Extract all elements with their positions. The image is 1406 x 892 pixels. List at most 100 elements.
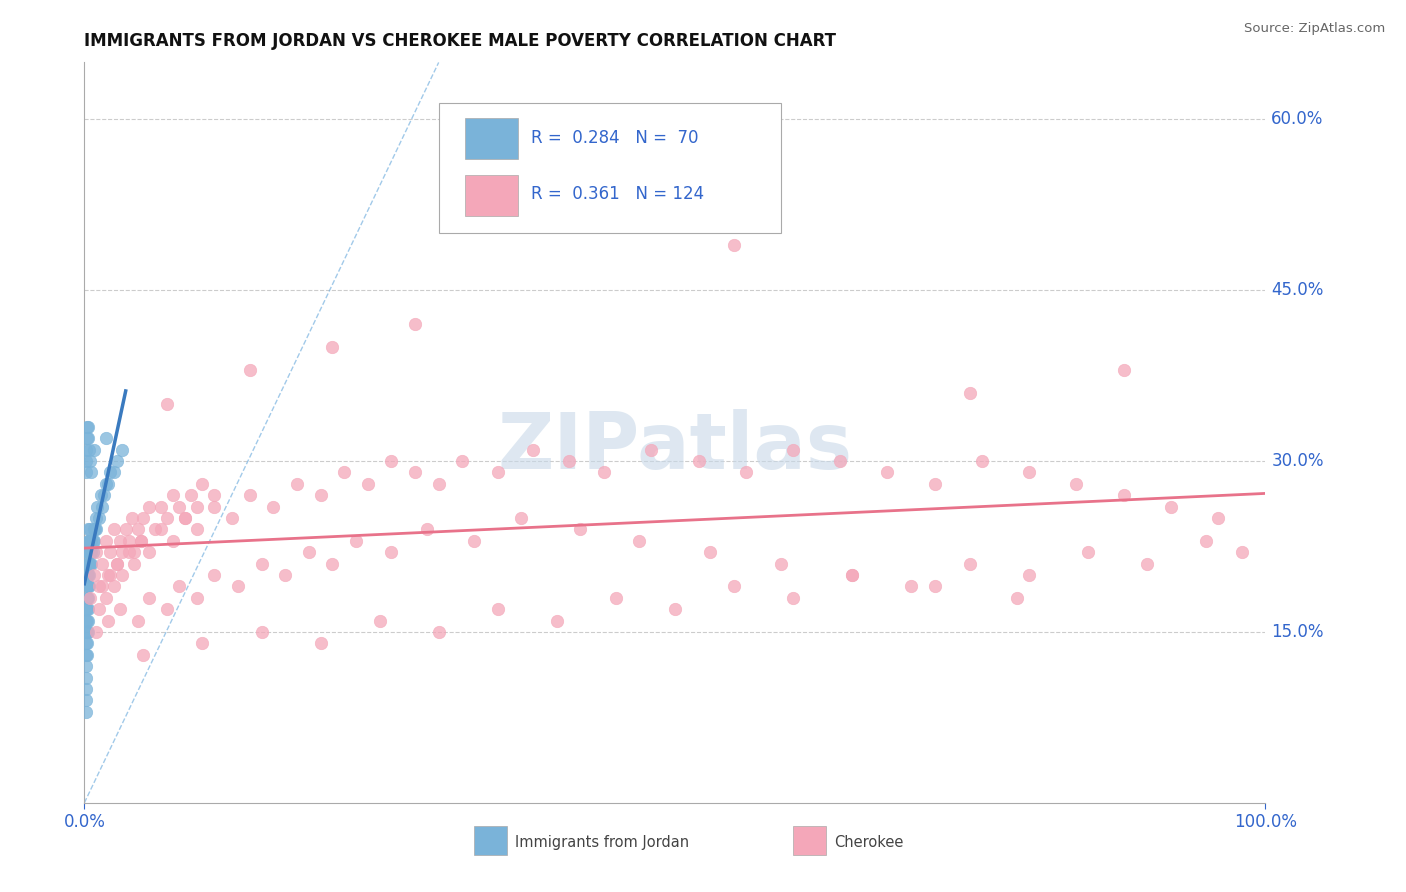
Point xyxy=(830,454,852,468)
Point xyxy=(162,533,184,548)
Point xyxy=(77,420,100,434)
Point xyxy=(770,557,793,571)
Point xyxy=(98,545,121,559)
Point xyxy=(75,466,97,480)
Point xyxy=(239,363,262,377)
Point xyxy=(782,442,804,457)
Point xyxy=(416,523,439,537)
Point xyxy=(76,568,98,582)
Point xyxy=(285,476,308,491)
Point xyxy=(180,488,202,502)
Point xyxy=(357,476,380,491)
Point xyxy=(84,545,107,559)
Point xyxy=(77,523,100,537)
Point xyxy=(959,557,981,571)
Point xyxy=(94,431,117,445)
Point xyxy=(108,602,131,616)
Point xyxy=(77,557,100,571)
Point xyxy=(79,533,101,548)
Point xyxy=(75,648,97,662)
Point xyxy=(138,545,160,559)
Point xyxy=(368,614,391,628)
Point xyxy=(156,511,179,525)
Point xyxy=(94,591,117,605)
Point xyxy=(79,454,101,468)
Point xyxy=(77,545,100,559)
Text: IMMIGRANTS FROM JORDAN VS CHEROKEE MALE POVERTY CORRELATION CHART: IMMIGRANTS FROM JORDAN VS CHEROKEE MALE … xyxy=(84,32,837,50)
Point xyxy=(688,454,710,468)
Point xyxy=(87,602,110,616)
Point xyxy=(91,579,114,593)
Point xyxy=(121,511,143,525)
Point xyxy=(876,466,898,480)
Point xyxy=(162,488,184,502)
Point xyxy=(723,237,745,252)
Point xyxy=(841,568,863,582)
Point xyxy=(76,648,98,662)
Text: Source: ZipAtlas.com: Source: ZipAtlas.com xyxy=(1244,22,1385,36)
FancyBboxPatch shape xyxy=(439,103,782,233)
Point xyxy=(569,523,592,537)
Point xyxy=(76,420,98,434)
Point xyxy=(94,533,117,548)
Point xyxy=(76,557,98,571)
Point xyxy=(1077,545,1099,559)
Point xyxy=(75,659,97,673)
Point xyxy=(82,533,104,548)
Point xyxy=(970,454,993,468)
Point xyxy=(103,523,125,537)
Point xyxy=(111,568,134,582)
Point xyxy=(75,681,97,696)
Point xyxy=(427,624,450,639)
Point xyxy=(841,568,863,582)
Point xyxy=(94,476,117,491)
FancyBboxPatch shape xyxy=(464,176,517,216)
Point xyxy=(90,488,112,502)
Point xyxy=(97,476,120,491)
Point xyxy=(77,545,100,559)
Point xyxy=(80,533,103,548)
Point xyxy=(380,454,402,468)
Point xyxy=(557,454,579,468)
Point xyxy=(274,568,297,582)
Point xyxy=(80,466,103,480)
Point xyxy=(510,511,533,525)
Point xyxy=(138,591,160,605)
Point xyxy=(1007,591,1029,605)
Point xyxy=(723,579,745,593)
FancyBboxPatch shape xyxy=(474,827,508,855)
Point xyxy=(186,523,208,537)
Point xyxy=(900,579,922,593)
Point xyxy=(77,557,100,571)
Point xyxy=(138,500,160,514)
Point xyxy=(1066,476,1088,491)
Point xyxy=(75,454,97,468)
Point xyxy=(156,397,179,411)
Point xyxy=(132,648,155,662)
Point xyxy=(239,488,262,502)
Point xyxy=(75,705,97,719)
Point xyxy=(127,614,149,628)
Point xyxy=(76,602,98,616)
Point xyxy=(77,533,100,548)
Point xyxy=(77,579,100,593)
Point xyxy=(186,591,208,605)
Point xyxy=(76,624,98,639)
Point xyxy=(321,340,343,354)
Text: 30.0%: 30.0% xyxy=(1271,452,1324,470)
Point xyxy=(486,466,509,480)
Point xyxy=(75,671,97,685)
Point xyxy=(734,466,756,480)
Point xyxy=(404,466,426,480)
Point xyxy=(76,591,98,605)
Point xyxy=(226,579,249,593)
Point xyxy=(250,624,273,639)
Point xyxy=(186,500,208,514)
Point xyxy=(98,466,121,480)
Point xyxy=(333,466,356,480)
Point xyxy=(75,602,97,616)
Point xyxy=(77,591,100,605)
Point xyxy=(132,511,155,525)
Point xyxy=(156,602,179,616)
Point xyxy=(167,500,190,514)
